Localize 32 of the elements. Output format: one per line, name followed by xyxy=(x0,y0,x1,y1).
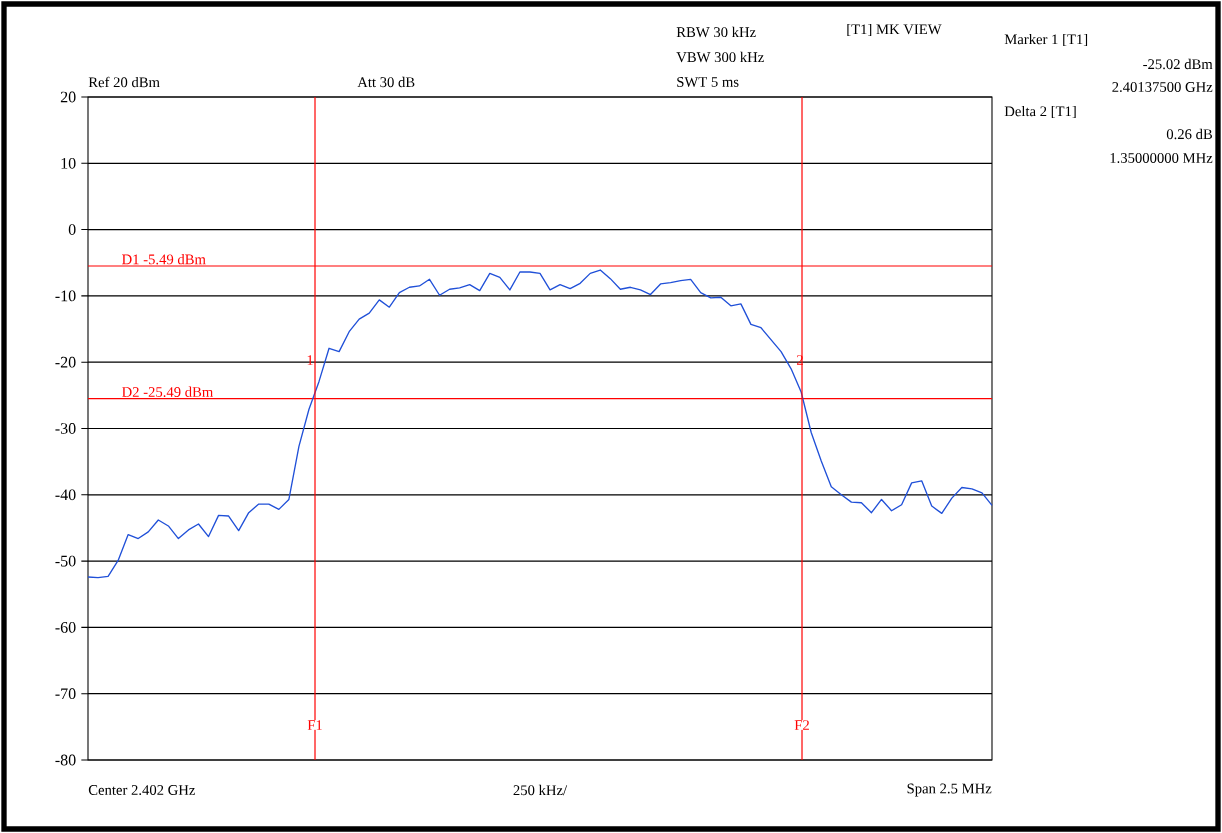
text: Delta 2 [T1] xyxy=(1004,105,1076,119)
text: 1.35000000 MHz xyxy=(1110,153,1213,163)
annotation: 2 xyxy=(796,355,803,365)
y-tick-label: -50 xyxy=(55,555,76,567)
text: Center 2.402 GHz xyxy=(88,785,195,795)
ref-line-label: D2 -25.49 dBm xyxy=(122,386,214,397)
y-tick-label: -20 xyxy=(55,356,76,368)
text: VBW 300 kHz xyxy=(676,51,764,63)
y-tick-label: -70 xyxy=(55,688,76,700)
text: SWT 5 ms xyxy=(677,77,739,87)
text: Span 2.5 MHz xyxy=(907,783,992,797)
y-tick-label: 10 xyxy=(61,157,76,169)
text: 2.40137500 GHz xyxy=(1112,82,1213,92)
annotation: 1 xyxy=(307,355,313,365)
text: [T1] MK VIEW xyxy=(847,23,942,37)
text: 0.26 dB xyxy=(1166,128,1213,140)
text: Att 30 dB xyxy=(357,76,415,88)
text: RBW 30 kHz xyxy=(676,26,756,38)
y-tick-label: 20 xyxy=(60,91,76,103)
text: -25.02 dBm xyxy=(1143,58,1213,70)
annotation: F2 xyxy=(794,720,809,730)
y-tick-label: -30 xyxy=(55,423,76,434)
ref-line-label: D1 -5.49 dBm xyxy=(122,254,206,265)
text: Ref 20 dBm xyxy=(88,76,160,88)
text: 250 kHz/ xyxy=(513,784,568,796)
y-tick-label: -10 xyxy=(55,290,76,302)
text: Marker 1 [T1] xyxy=(1004,33,1088,47)
annotation: F1 xyxy=(307,720,322,730)
y-tick-label: 0 xyxy=(68,224,76,235)
y-tick-label: -40 xyxy=(55,489,76,501)
y-tick-label: -60 xyxy=(55,622,76,633)
y-tick-label: -80 xyxy=(55,754,76,766)
